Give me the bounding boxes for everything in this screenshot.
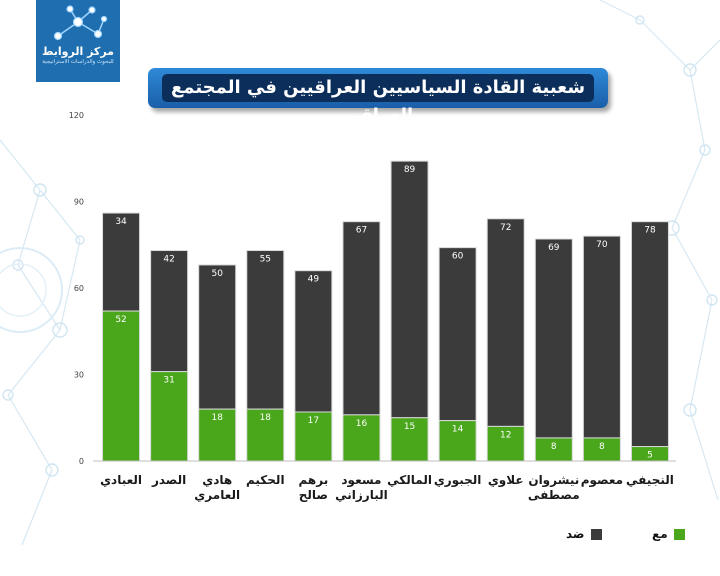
data-label-oppose: 34	[115, 217, 127, 227]
data-label-support: 17	[308, 416, 319, 426]
logo-name: مركز الروابط	[42, 45, 114, 58]
legend-swatch-support	[673, 528, 685, 540]
data-label-support: 16	[356, 419, 368, 429]
bar-oppose	[102, 212, 141, 312]
bar-oppose	[534, 238, 573, 439]
legend-label-oppose: ضد	[566, 527, 585, 541]
y-tick-label: 0	[79, 457, 84, 466]
bar-oppose	[390, 160, 429, 419]
data-label-oppose: 67	[356, 226, 367, 236]
legend-item-oppose: ضد	[566, 527, 602, 541]
logo: مركز الروابط للبحوث والدراسات الاستراتيج…	[36, 0, 120, 82]
data-label-support: 8	[599, 442, 605, 452]
legend-item-support: مع	[652, 527, 685, 541]
bar-oppose	[438, 247, 477, 422]
x-tick-label: العبادي	[100, 473, 142, 487]
bar-oppose	[486, 218, 525, 427]
logo-subtitle: للبحوث والدراسات الاستراتيجية	[42, 59, 114, 65]
x-tick-label: نيشروان مصطفى	[528, 473, 580, 502]
bar-support	[390, 417, 429, 462]
data-label-support: 31	[163, 376, 174, 386]
bar-oppose	[342, 221, 381, 416]
data-label-support: 8	[551, 442, 557, 452]
x-tick-label: مسعود البارزاني	[335, 473, 388, 502]
y-tick-label: 30	[74, 371, 84, 380]
data-label-support: 12	[500, 430, 511, 440]
bar-support	[342, 414, 381, 462]
bar-oppose	[246, 250, 285, 410]
data-label-oppose: 72	[500, 223, 511, 233]
bar-support	[150, 371, 189, 462]
bar-oppose	[198, 264, 237, 410]
x-tick-label: معصوم	[581, 473, 623, 488]
bar-oppose	[582, 235, 621, 439]
bar-support	[294, 411, 333, 462]
x-tick-label: علاوي	[488, 473, 524, 488]
x-tick-label: الحكيم	[246, 473, 285, 487]
data-label-oppose: 55	[260, 255, 271, 265]
x-tick-label: المالكي	[387, 473, 432, 487]
x-tick-label: هادي العامري	[194, 473, 240, 502]
data-label-support: 5	[647, 451, 653, 461]
data-label-oppose: 60	[452, 252, 464, 262]
data-label-oppose: 42	[163, 255, 174, 265]
x-tick-label: الجبوري	[434, 473, 482, 488]
data-label-oppose: 69	[548, 243, 560, 253]
data-label-oppose: 70	[596, 240, 608, 250]
data-label-oppose: 78	[644, 226, 656, 236]
bar-oppose	[150, 250, 189, 373]
y-tick-label: 90	[74, 198, 84, 207]
network-logo-icon	[53, 5, 108, 41]
data-label-support: 14	[452, 425, 464, 435]
x-tick-label: برهم صالح	[299, 473, 329, 502]
bar-support	[486, 425, 525, 462]
data-label-oppose: 50	[211, 269, 223, 279]
x-tick-label: الصدر	[151, 473, 186, 487]
bar-oppose	[630, 221, 669, 448]
data-label-oppose: 49	[308, 275, 320, 285]
y-tick-label: 120	[69, 111, 84, 120]
data-label-support: 15	[404, 422, 415, 432]
bar-support	[198, 408, 237, 462]
legend-label-support: مع	[652, 527, 668, 541]
bar-support	[438, 420, 477, 462]
y-tick-label: 60	[74, 284, 84, 293]
data-label-support: 18	[211, 413, 223, 423]
bar-support	[102, 310, 141, 462]
legend-swatch-oppose	[590, 528, 602, 540]
chart-title: شعبية القادة السياسيين العراقيين في المج…	[162, 74, 594, 126]
data-label-support: 52	[115, 315, 126, 325]
data-label-oppose: 89	[404, 165, 416, 175]
x-tick-label: النجيفي	[626, 473, 674, 487]
data-label-support: 18	[260, 413, 272, 423]
bar-oppose	[294, 270, 333, 413]
